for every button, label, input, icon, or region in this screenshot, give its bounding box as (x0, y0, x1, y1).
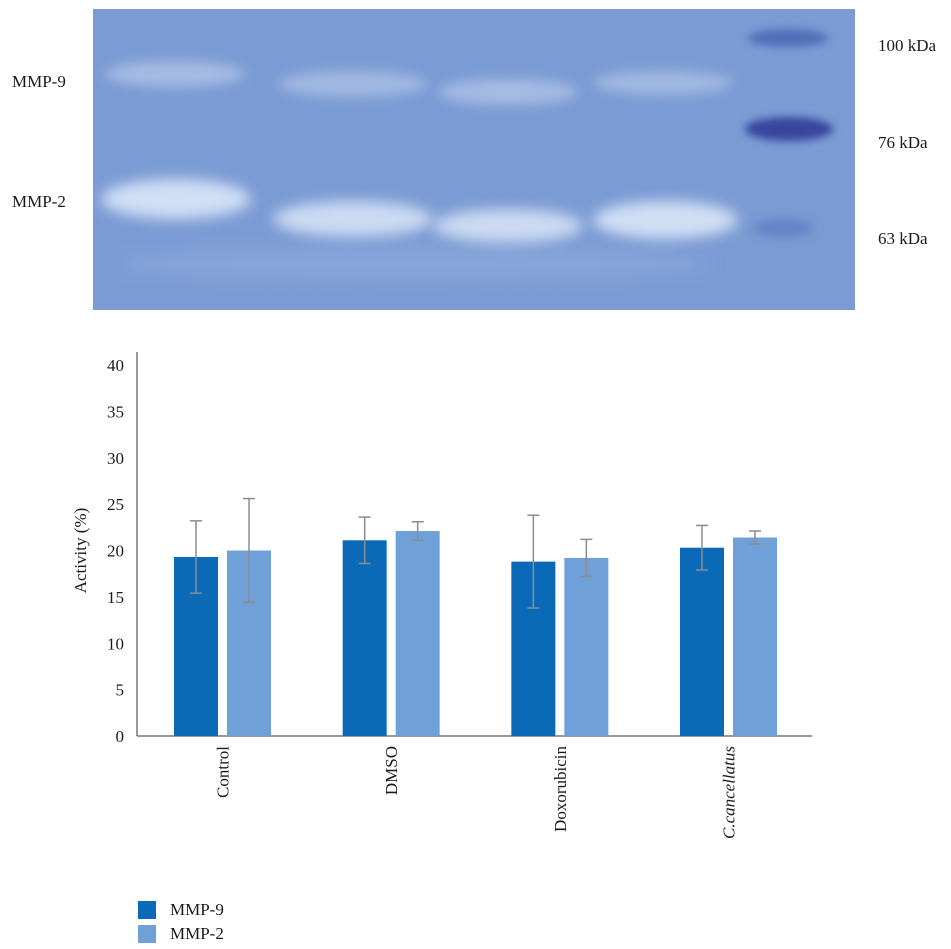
legend-item-mmp9: MMP-9 (138, 898, 224, 922)
bar-mmp-2-1 (395, 531, 440, 736)
legend-label-mmp2: MMP-2 (170, 924, 224, 943)
legend-swatch-mmp2 (138, 925, 156, 943)
y-tick-label: 30 (107, 449, 124, 468)
ladder-band-76kda (745, 117, 833, 141)
gel-band-mmp9-lane4 (593, 71, 733, 95)
y-tick-label: 5 (116, 681, 125, 700)
gel-label-76kda: 76 kDa (878, 133, 928, 152)
legend-item-mmp2: MMP-2 (138, 922, 224, 946)
error-bar-mmp-9-0 (190, 520, 202, 594)
bar-mmp-2-3 (733, 537, 778, 736)
legend-swatch-mmp9 (138, 901, 156, 919)
x-tick-label: Doxorubicin (551, 746, 570, 832)
y-tick-label: 15 (107, 588, 124, 607)
gel-band-mmp9-lane1 (105, 61, 245, 87)
ladder-band-100kda (748, 29, 828, 47)
error-bar-mmp-9-1 (358, 516, 371, 565)
y-tick-label: 25 (107, 495, 124, 514)
legend: MMP-9 MMP-2 (138, 898, 224, 946)
y-axis-label: Activity (%) (71, 508, 90, 593)
y-tick-label: 0 (116, 727, 125, 746)
bar-chart: Activity (%) 0 5 10 15 20 25 30 35 40 Control DMS… (71, 352, 812, 839)
error-bar-mmp-9-2 (527, 514, 540, 609)
gel-band-mmp9-lane3 (438, 79, 578, 105)
error-bar-mmp-2-2 (580, 538, 593, 578)
gel-figure: MMP-9 MMP-2 100 kDa 76 kDa 63 kDa (0, 0, 951, 320)
gel-label-100kda: 100 kDa (878, 36, 937, 55)
y-tick-label: 10 (107, 634, 124, 653)
error-bar-mmp-2-0 (243, 497, 255, 604)
gel-label-63kda: 63 kDa (878, 229, 928, 248)
gel-image (93, 9, 855, 310)
error-bar-mmp-2-3 (749, 530, 762, 545)
bar-mmp-2-2 (564, 557, 609, 736)
bar-mmp-9-1 (342, 540, 387, 736)
gel-band-mmp2-lane2 (273, 201, 433, 237)
error-bar-mmp-9-3 (696, 524, 709, 571)
y-tick-label: 40 (107, 356, 124, 375)
bar-mmp-9-3 (680, 547, 725, 736)
gel-band-mmp2-lane4 (593, 201, 738, 239)
y-tick-label: 35 (107, 402, 124, 421)
legend-label-mmp9: MMP-9 (170, 900, 224, 919)
gel-band-mmp9-lane2 (278, 71, 428, 97)
ladder-band-63kda (753, 219, 813, 237)
y-tick-label: 20 (107, 542, 124, 561)
x-tick-label: C.cancellatus (720, 746, 739, 839)
gel-label-mmp9: MMP-9 (12, 72, 66, 91)
gel-band-mmp2-lane1 (101, 179, 251, 219)
error-bar-mmp-2-1 (411, 520, 424, 542)
gel-label-mmp2: MMP-2 (12, 192, 66, 211)
x-tick-label: Control (214, 746, 233, 798)
gel-smear (113, 249, 713, 279)
gel-band-mmp2-lane3 (433, 209, 583, 243)
x-tick-label: DMSO (382, 746, 401, 795)
